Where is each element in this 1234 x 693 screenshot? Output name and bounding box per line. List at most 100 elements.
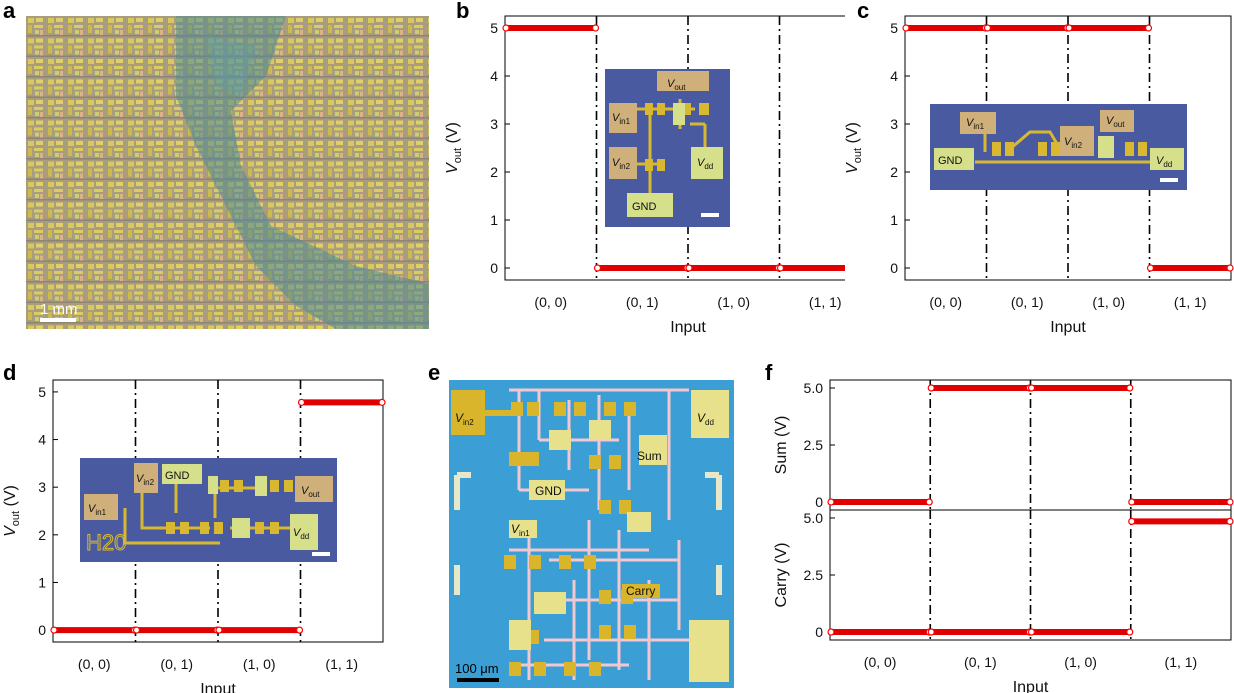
data-point-f-sum-2-start — [1027, 384, 1036, 392]
svg-text:Vin2: Vin2 — [455, 411, 474, 427]
x-tick-label-f-carry-1: (0, 1) — [964, 654, 997, 670]
data-point-d-2-start — [215, 626, 223, 634]
x-tick-label-d-0: (0, 0) — [78, 656, 111, 672]
inset-c-vdd-sub: dd — [1163, 160, 1172, 169]
x-tick-label-b-0: (0, 0) — [534, 294, 567, 310]
data-point-b-1-start — [593, 264, 602, 272]
panel-label-a: a — [3, 0, 16, 23]
panel-label-e: e — [428, 360, 441, 385]
panel-label-b: b — [456, 0, 470, 23]
y-axis-label-d: Vout (V) — [2, 485, 22, 537]
x-tick-label-f-carry-3: (1, 1) — [1165, 654, 1198, 670]
y-tick-label-c-4: 4 — [890, 68, 898, 84]
inset-d-vin2-sub: in2 — [143, 478, 154, 487]
svg-text:Vout: Vout — [667, 78, 686, 92]
data-point-c-2-start — [1065, 24, 1073, 32]
vin2-label-e: V — [455, 411, 464, 425]
x-tick-label-f-carry-2: (1, 0) — [1064, 654, 1097, 670]
y-axis-label-unit-d: (V) — [2, 485, 19, 511]
svg-text:Vdd: Vdd — [697, 411, 714, 427]
svg-text:Vdd: Vdd — [1156, 155, 1172, 169]
data-point-b-2-start — [685, 264, 693, 272]
y-axis-label-main-d: V — [2, 525, 19, 537]
inset-b-vdd-sub: dd — [704, 162, 713, 171]
inset-d-vout: V — [301, 485, 310, 497]
svg-text:Vout: Vout — [301, 485, 320, 499]
data-point-d-3-end — [378, 398, 386, 406]
svg-text:Vin1: Vin1 — [612, 112, 631, 126]
x-tick-label-c-1: (0, 1) — [1011, 294, 1044, 310]
x-axis-label-f-carry: Input — [1013, 679, 1049, 693]
svg-text:Vin1: Vin1 — [966, 117, 985, 131]
y-axis-label-f-carry: Carry (V) — [773, 543, 790, 608]
y-tick-label-d-2: 2 — [38, 527, 46, 543]
data-point-d-1-start — [132, 626, 141, 634]
x-axis-label-c: Input — [1050, 319, 1086, 336]
y-tick-label-c-1: 1 — [890, 212, 898, 228]
vin2-sub-e: in2 — [463, 418, 474, 427]
y-tick-label-f-carry-1: 2.5 — [804, 567, 824, 583]
y-tick-label-b-5: 5 — [490, 20, 498, 36]
panel-label-f: f — [765, 360, 773, 385]
vin1-label-e: V — [511, 522, 520, 536]
inset-b-vin1: V — [612, 112, 621, 124]
y-tick-label-d-4: 4 — [38, 432, 46, 448]
carry-pad-e — [622, 584, 660, 598]
inset-d-gnd: GND — [165, 470, 190, 482]
y-tick-label-c-3: 3 — [890, 116, 898, 132]
y-tick-label-d-0: 0 — [38, 622, 46, 638]
svg-text:Vdd: Vdd — [697, 157, 713, 171]
chart-d: 0 1 2 3 4 5 (0, 0) (0, 1) (1, 0) (1, 1) Input Vout … — [2, 379, 386, 693]
x-tick-label-c-0: (0, 0) — [929, 294, 962, 310]
sum-label-e: Sum — [637, 449, 662, 463]
y-axis-label-main-b: V — [444, 162, 461, 174]
x-tick-label-b-3: (1, 1) — [809, 294, 842, 310]
data-point-c-3-end — [1226, 264, 1234, 272]
inset-c-vin2-sub: in2 — [1071, 141, 1082, 150]
x-tick-label-d-2: (1, 0) — [243, 656, 276, 672]
x-tick-label-b-2: (1, 0) — [717, 294, 750, 310]
inset-b: Vout Vin1 Vin2 Vdd GND — [605, 69, 730, 227]
inset-d-vdd-sub: dd — [300, 532, 309, 541]
inset-d-chip-id: H20 — [86, 530, 126, 555]
svg-text:Vin2: Vin2 — [612, 157, 631, 171]
svg-text:Vdd: Vdd — [293, 527, 309, 541]
y-axis-label-sub-b: out — [452, 148, 464, 163]
data-point-f-carry-3-start — [1128, 517, 1136, 526]
y-axis-label-c: Vout (V) — [844, 122, 864, 174]
panel-a-micrograph: 1 mm — [26, 16, 429, 329]
inset-c-vin2: V — [1064, 136, 1073, 148]
inset-c-vin1-sub: in1 — [973, 122, 984, 131]
data-point-f-sum-0-start — [827, 498, 835, 506]
data-point-f-carry-2-start — [1027, 628, 1036, 636]
y-axis-label-main-c: V — [844, 162, 861, 174]
data-point-d-0-start — [50, 626, 58, 634]
inset-b-vin2: V — [612, 157, 621, 169]
data-point-f-carry-0-start — [827, 628, 835, 636]
x-tick-label-b-1: (0, 1) — [626, 294, 659, 310]
inset-b-vout: V — [667, 78, 676, 90]
x-axis-label-d: Input — [200, 681, 236, 693]
y-tick-label-f-sum-0: 0 — [815, 494, 823, 510]
y-tick-label-f-carry-0: 0 — [815, 624, 823, 640]
inset-d-vin2: V — [136, 473, 145, 485]
vin1-pad-e — [509, 520, 537, 538]
y-tick-label-b-0: 0 — [490, 260, 498, 276]
svg-text:Vin1: Vin1 — [88, 503, 107, 517]
data-point-d-2-end — [295, 626, 304, 634]
y-axis-label-f-sum: Sum (V) — [773, 416, 790, 475]
y-tick-label-b-3: 3 — [490, 116, 498, 132]
inset-b-gnd: GND — [632, 201, 657, 213]
y-tick-label-c-2: 2 — [890, 164, 898, 180]
scale-bar-label-e: 100 μm — [455, 661, 499, 676]
data-point-f-sum-3-start — [1128, 498, 1136, 506]
data-point-c-1-start — [983, 24, 992, 32]
svg-text:Vin2: Vin2 — [136, 473, 155, 487]
carry-label-e: Carry — [626, 584, 655, 598]
y-axis-label-unit-b: (V) — [444, 122, 461, 148]
y-tick-label-d-1: 1 — [38, 574, 46, 590]
inset-b-vin2-sub: in2 — [619, 162, 630, 171]
inset-c: Vin1 Vin2 Vout GND Vdd — [930, 104, 1187, 190]
data-point-f-carry-1-start — [927, 628, 935, 636]
panel-label-c: c — [857, 0, 870, 23]
